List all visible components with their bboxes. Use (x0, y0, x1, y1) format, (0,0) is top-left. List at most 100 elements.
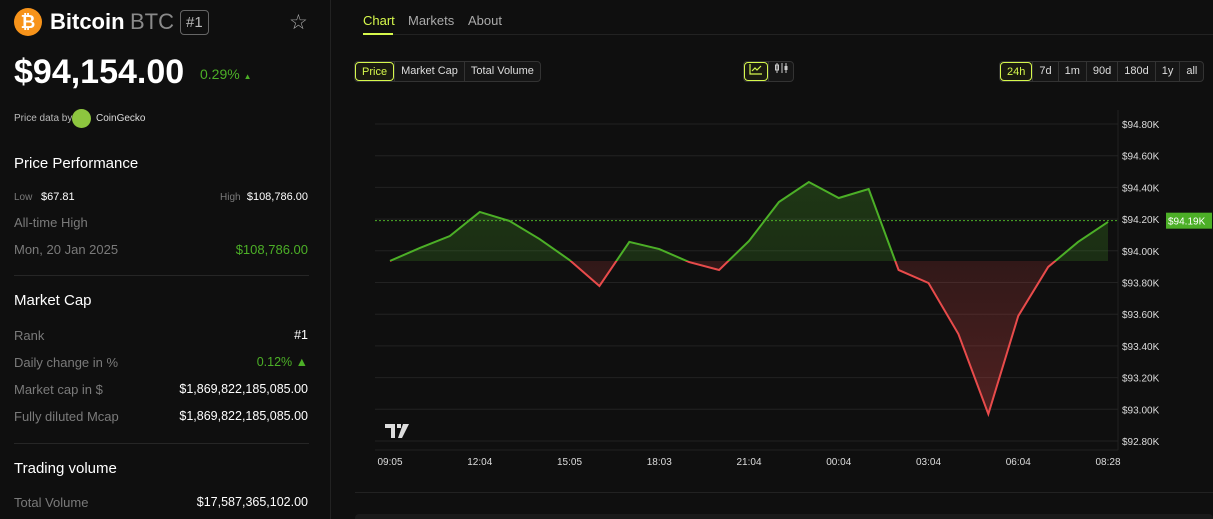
metric-price-button[interactable]: Price (355, 62, 395, 81)
data-point (718, 269, 720, 271)
x-tick-label: 08:28 (1095, 457, 1120, 468)
x-tick-label: 15:05 (557, 457, 582, 468)
chart-bottom-divider (355, 492, 1213, 493)
current-price-badge (1166, 212, 1212, 229)
data-point (389, 260, 391, 262)
up-arrow-icon: ▲ (243, 72, 252, 81)
range-7d-button[interactable]: 7d (1032, 62, 1057, 81)
total-volume-label: Total Volume (14, 495, 89, 510)
fdv-label: Fully diluted Mcap (14, 409, 119, 424)
star-icon[interactable]: ☆ (289, 11, 308, 34)
price-change: 0.29% ▲ (200, 66, 252, 82)
metric-market-cap-button[interactable]: Market Cap (394, 62, 464, 81)
data-point (419, 247, 421, 249)
y-tick-label: $93.60K (1122, 310, 1160, 321)
fdv-value: $1,869,822,185,085.00 (179, 409, 308, 423)
x-tick-label: 12:04 (467, 457, 492, 468)
range-1m-button[interactable]: 1m (1057, 62, 1086, 81)
ath-label: All-time High (14, 215, 88, 230)
price-data-label: Price data by (14, 113, 73, 124)
divider (14, 443, 309, 444)
y-tick-label: $94.60K (1122, 152, 1160, 163)
data-point (1017, 315, 1019, 317)
data-point (539, 238, 541, 240)
time-range-selector: 24h 7d 1m 90d 180d 1y all (999, 61, 1205, 82)
data-point (509, 220, 511, 222)
chart-type-selector (743, 61, 794, 82)
data-point (569, 259, 571, 261)
low-label: Low (14, 192, 33, 203)
tab-divider (363, 34, 1213, 35)
y-tick-label: $92.80K (1122, 437, 1160, 448)
line-chart-icon[interactable] (744, 62, 768, 81)
range-24h-button[interactable]: 24h (1000, 62, 1033, 81)
data-point (1107, 221, 1109, 223)
daily-change-label: Daily change in % (14, 355, 119, 370)
y-tick-label: $93.20K (1122, 374, 1160, 385)
range-all-button[interactable]: all (1179, 62, 1203, 81)
coingecko-link[interactable]: CoinGecko (96, 113, 146, 124)
x-tick-label: 21:04 (736, 457, 761, 468)
data-point (598, 285, 600, 287)
bitcoin-icon: ₿ (14, 8, 42, 36)
data-point (1047, 266, 1049, 268)
ath-value: $108,786.00 (235, 242, 308, 257)
tab-about[interactable]: About (468, 13, 502, 28)
divider (14, 275, 309, 276)
tab-markets[interactable]: Markets (408, 13, 455, 28)
x-tick-label: 03:04 (916, 457, 941, 468)
metric-total-volume-button[interactable]: Total Volume (463, 62, 540, 81)
high-label: High (220, 192, 241, 203)
y-tick-label: $94.00K (1122, 247, 1160, 258)
range-180d-button[interactable]: 180d (1117, 62, 1154, 81)
total-volume-value: $17,587,365,102.00 (196, 495, 308, 509)
y-tick-label: $93.80K (1122, 279, 1160, 290)
area-above-baseline (390, 182, 1108, 261)
x-tick-label: 18:03 (647, 457, 672, 468)
x-tick-label: 00:04 (826, 457, 851, 468)
rank-label: Rank (14, 328, 45, 343)
data-point (928, 282, 930, 284)
change-value: 0.29% (200, 66, 240, 82)
range-90d-button[interactable]: 90d (1085, 62, 1117, 81)
y-tick-label: $94.40K (1122, 183, 1160, 194)
data-point (479, 211, 481, 213)
candlestick-icon[interactable] (768, 62, 793, 81)
data-point (1077, 241, 1079, 243)
rank-badge: #1 (180, 10, 209, 35)
range-1y-button[interactable]: 1y (1154, 62, 1180, 81)
tradingview-logo (385, 424, 409, 438)
data-point (957, 333, 959, 335)
area-below-baseline (570, 260, 1056, 415)
data-point (658, 248, 660, 250)
data-point (987, 413, 989, 415)
price-line-down (390, 260, 1057, 418)
price-performance-title: Price Performance (14, 155, 139, 172)
y-tick-label: $93.00K (1122, 405, 1160, 416)
market-cap-label: Market cap in $ (14, 382, 103, 397)
tab-chart[interactable]: Chart (363, 13, 395, 28)
current-price-label: $94.19K (1168, 217, 1206, 228)
x-tick-label: 06:04 (1006, 457, 1031, 468)
market-cap-title: Market Cap (14, 292, 92, 309)
y-tick-label: $94.20K (1122, 215, 1160, 226)
data-point (898, 269, 900, 271)
y-tick-label: $94.80K (1122, 120, 1160, 131)
metric-selector: Price Market Cap Total Volume (354, 61, 541, 82)
data-point (868, 188, 870, 190)
y-tick-label: $93.40K (1122, 342, 1160, 353)
x-tick-label: 09:05 (377, 457, 402, 468)
market-cap-value: $1,869,822,185,085.00 (179, 382, 308, 396)
high-value: $108,786.00 (246, 191, 308, 203)
data-point (628, 241, 630, 243)
data-point (688, 261, 690, 263)
daily-change-value: 0.12% ▲ (256, 355, 308, 369)
ath-date: Mon, 20 Jan 2025 (14, 242, 119, 257)
current-price: $94,154.00 (14, 53, 185, 91)
coin-symbol: BTC (130, 9, 174, 34)
next-panel (355, 514, 1213, 519)
coin-summary-panel: ₿ Bitcoin BTC #1 ☆ $94,154.00 0.29% ▲ Pr… (0, 0, 331, 519)
data-point (778, 201, 780, 203)
data-point (808, 181, 810, 183)
